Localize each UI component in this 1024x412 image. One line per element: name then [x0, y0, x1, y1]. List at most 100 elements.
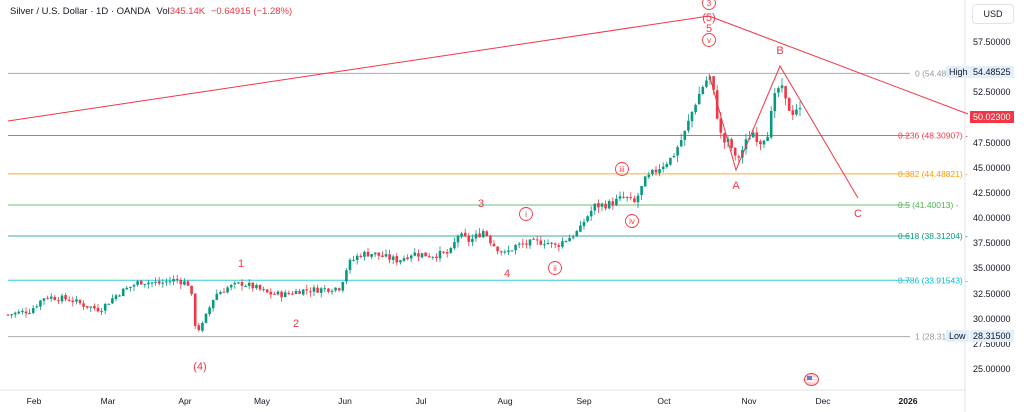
candle-up: [795, 109, 798, 115]
wave-label[interactable]: C: [854, 208, 862, 220]
candle-down: [737, 156, 741, 158]
candle-down: [388, 254, 391, 260]
candle-down: [604, 203, 607, 209]
candle-down: [316, 287, 319, 293]
candle-up: [118, 295, 121, 297]
wave-label[interactable]: 3: [478, 198, 484, 210]
wave-label[interactable]: iv: [629, 217, 635, 226]
candle-down: [291, 293, 294, 295]
candle-up: [294, 290, 298, 294]
candle-up: [237, 282, 240, 284]
fib-level-label: 0.236 (48.30907) -: [898, 130, 968, 140]
candle-down: [82, 303, 85, 307]
price-tick-label: 40.00000: [973, 213, 1011, 224]
candle-down: [442, 251, 445, 253]
high-badge-label: High: [946, 66, 971, 79]
time-tick-label: Apr: [178, 396, 192, 406]
candle-up: [503, 251, 507, 253]
candle-up: [579, 225, 582, 232]
candle-up: [701, 86, 705, 94]
candle-down: [784, 86, 787, 99]
trendline-upper[interactable]: [7, 15, 710, 122]
low-price-tag: 28.31500: [970, 329, 1014, 342]
wave-label[interactable]: ii: [553, 264, 557, 273]
candle-up: [402, 258, 406, 261]
high-price-tag: 54.48525: [970, 66, 1014, 79]
candle-up: [312, 287, 316, 292]
candle-down: [535, 239, 539, 241]
price-tick-label: 42.50000: [973, 187, 1011, 198]
candle-up: [683, 130, 687, 140]
candle-down: [262, 289, 265, 291]
candle-down: [96, 307, 100, 312]
symbol-header[interactable]: Silver / U.S. Dollar · 1D · OANDA Vol345…: [10, 6, 292, 17]
abc-correction-path[interactable]: [708, 64, 859, 199]
candle-up: [165, 281, 168, 283]
candle-down: [791, 110, 795, 115]
us-flag-icon[interactable]: [804, 373, 819, 386]
elliott-wave-drawings: [7, 15, 969, 199]
fib-level-label: 0.5 (41.40013) -: [898, 200, 959, 210]
candle-down: [463, 232, 467, 237]
candle-up: [21, 310, 24, 313]
candle-down: [629, 197, 633, 199]
wave-label[interactable]: 1: [238, 258, 244, 270]
currency-button[interactable]: USD: [972, 4, 1014, 24]
wave-label[interactable]: 4: [504, 268, 510, 280]
candle-up: [103, 303, 107, 311]
wave-label[interactable]: (5): [702, 12, 715, 24]
fib-level-label: 0.382 (44.48821) -: [898, 169, 968, 179]
candle-up: [244, 286, 247, 288]
candle-up: [301, 289, 305, 295]
price-tick-label: 52.50000: [973, 87, 1011, 98]
candle-up: [777, 88, 780, 93]
candle-down: [197, 325, 201, 331]
wave-label[interactable]: 5: [706, 23, 712, 35]
wave-label[interactable]: i: [525, 210, 527, 219]
wave-label[interactable]: A: [732, 180, 740, 192]
candle-up: [352, 259, 355, 261]
candle-up: [330, 291, 334, 293]
wave-label[interactable]: 3: [707, 0, 712, 8]
candle-down: [435, 256, 438, 259]
candle-down: [139, 280, 143, 285]
candle-down: [186, 281, 190, 286]
candle-down: [654, 169, 658, 173]
wave-label[interactable]: B: [776, 45, 783, 57]
candle-up: [510, 250, 514, 252]
candle-up: [751, 132, 755, 138]
candle-up: [769, 110, 773, 138]
candle-up: [528, 239, 532, 246]
wave-label[interactable]: (4): [193, 361, 206, 373]
candle-down: [273, 293, 276, 295]
candle-up: [568, 237, 571, 242]
candle-down: [496, 246, 499, 252]
candle-up: [204, 313, 208, 323]
candle-down: [597, 203, 600, 208]
candle-up: [589, 210, 593, 217]
symbol-title[interactable]: Silver / U.S. Dollar · 1D · OANDA: [10, 6, 150, 17]
trendline-descending[interactable]: [708, 15, 969, 115]
candle-down: [377, 252, 381, 256]
candle-up: [154, 281, 157, 283]
wave-label[interactable]: v: [707, 36, 711, 45]
candle-up: [42, 298, 46, 301]
candle-down: [67, 299, 71, 301]
candle-up: [247, 282, 251, 286]
time-tick-label: 2026: [898, 396, 918, 406]
candle-down: [366, 251, 370, 257]
candle-down: [553, 243, 557, 245]
candle-down: [298, 290, 301, 294]
candle-down: [93, 306, 96, 309]
candle-up: [39, 300, 42, 307]
time-tick-label: Mar: [100, 396, 116, 406]
candle-up: [255, 285, 258, 289]
candle-up: [561, 241, 564, 247]
wave-label[interactable]: iii: [619, 165, 625, 174]
wave-label[interactable]: 2: [293, 318, 299, 330]
candle-up: [456, 236, 460, 243]
candle-down: [611, 201, 615, 206]
candle-up: [571, 236, 575, 238]
